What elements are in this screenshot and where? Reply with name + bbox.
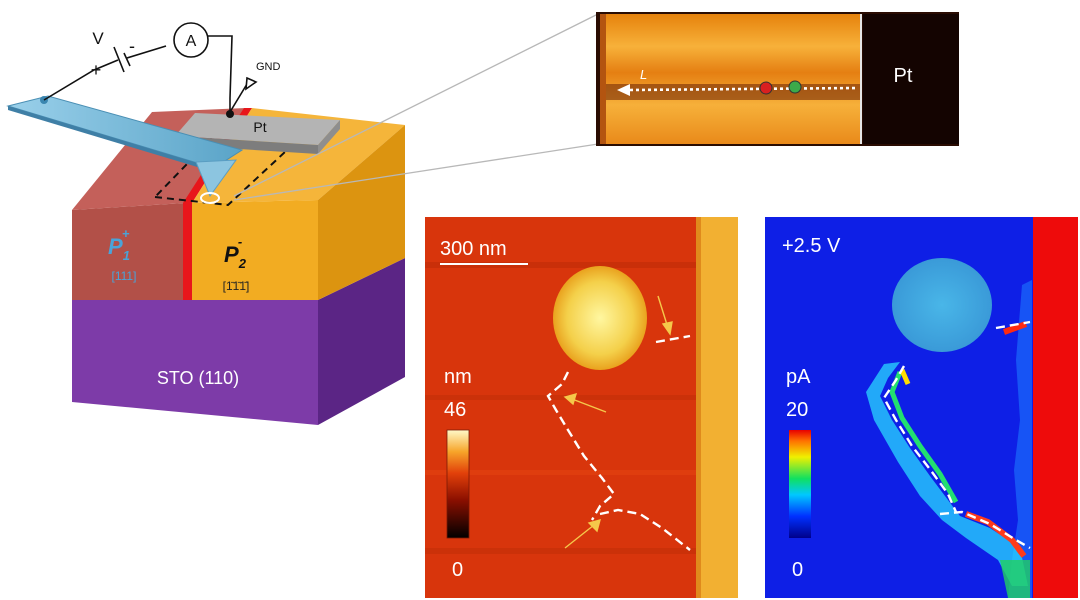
- battery-plate-long: [113, 46, 125, 73]
- circuit: [43, 22, 258, 113]
- topo-wall-trace-3: [655, 334, 691, 344]
- zoom-line-top: [233, 13, 599, 197]
- current-electrode-band: [1033, 217, 1078, 598]
- current-wall-glow: [866, 362, 1028, 586]
- topo-arrow-2: [571, 398, 607, 413]
- topo-colorbar: [446, 429, 470, 539]
- circuit-wire-left: [43, 59, 119, 101]
- topo-stripe-3: [425, 470, 700, 475]
- battery-plate-short: [123, 52, 131, 67]
- topo-wall-trace-1: [546, 371, 616, 521]
- zoom-line-bottom: [233, 143, 599, 201]
- topo-stripe-1: [425, 262, 700, 268]
- current-particle: [892, 258, 992, 352]
- ammeter-circle: [173, 22, 209, 58]
- topo-particle: [553, 266, 647, 370]
- domain-p2-label: P2-: [224, 234, 247, 271]
- topo-arrow-3: [564, 524, 595, 549]
- inset-profile-arrowhead: [617, 84, 630, 96]
- pt-electrode-top: [175, 113, 340, 145]
- substrate-label: STO (110): [157, 368, 239, 388]
- topo-arrowhead-1: [661, 321, 673, 336]
- substrate-side-face: [318, 258, 405, 425]
- battery-minus: -: [129, 36, 135, 56]
- current-wall-trace-2: [939, 510, 1031, 550]
- current-edge-glow: [1008, 280, 1032, 598]
- current-wall-hot-4: [899, 369, 911, 385]
- inset-profile-line: [629, 86, 859, 92]
- current-bottom-leak: [1000, 560, 1030, 598]
- current-max-label: 20: [786, 399, 808, 421]
- gnd-label: GND: [256, 61, 281, 73]
- domain-p1-orientation: [111]: [112, 269, 137, 283]
- current-bias-label: +2.5 V: [782, 235, 841, 257]
- topo-electrode-band: [696, 217, 738, 598]
- topo-min-label: 0: [452, 559, 463, 581]
- domain-p1-front-face: [72, 203, 185, 300]
- substrate-front-face: [72, 300, 318, 425]
- inset-electrode-region: [863, 14, 959, 144]
- current-unit-label: pA: [786, 366, 811, 388]
- topography-map: 300 nm nm 46 0: [425, 217, 738, 598]
- inset-marker-green: [788, 80, 802, 94]
- current-wall-hot-3: [1002, 321, 1028, 335]
- topo-stripe-4: [425, 548, 700, 554]
- topo-max-label: 46: [444, 399, 466, 421]
- current-wall-trace-1: [882, 365, 958, 513]
- electrode-contact-dot: [226, 110, 234, 118]
- current-colorbar: [789, 430, 811, 538]
- inset-left-edge: [600, 14, 606, 144]
- inset-bright-region: [600, 14, 860, 144]
- tip-contact-point: [200, 192, 220, 204]
- cantilever-edge: [8, 106, 214, 172]
- current-wall-trace-3: [995, 320, 1031, 330]
- domain-p2-side-face: [318, 125, 405, 300]
- voltage-label: V: [92, 29, 104, 48]
- topo-electrode-edge: [696, 217, 701, 598]
- topo-unit-label: nm: [444, 366, 472, 388]
- domain-p1-label: P1+: [108, 226, 130, 263]
- domain-p2-orientation: [1̄1̄1̄]: [223, 279, 250, 293]
- inset-axis-label: L: [640, 67, 647, 82]
- pt-electrode-label: Pt: [253, 119, 266, 135]
- device-schematic: STO (110) P1+ [111] P2- [1̄1̄1̄] Pt: [6, 22, 405, 425]
- inset-marker-red: [759, 81, 773, 95]
- topo-wall-trace-2: [599, 508, 691, 551]
- domain-wall-front: [183, 203, 192, 300]
- current-wall-hot: [889, 371, 959, 504]
- pt-electrode-front: [175, 136, 318, 154]
- circuit-wire-right: [208, 35, 233, 112]
- domain-p2-front-face: [192, 200, 318, 300]
- topo-arrows: [563, 295, 673, 549]
- gnd-arrow: [245, 76, 258, 91]
- topo-arrowhead-2: [563, 392, 578, 406]
- current-min-label: 0: [792, 559, 803, 581]
- pt-electrode-side: [318, 120, 340, 154]
- inset-dark-band: [600, 84, 860, 100]
- inset-electrode-label: Pt: [894, 65, 913, 87]
- battery-plus: +: [91, 60, 102, 80]
- current-map: +2.5 V pA 20 0: [765, 217, 1078, 598]
- gnd-wire: [229, 83, 248, 113]
- afm-tip: [195, 159, 238, 198]
- topo-scale-label: 300 nm: [440, 238, 507, 260]
- topo-stripe-2: [425, 395, 700, 400]
- ammeter-label: A: [186, 33, 197, 50]
- circuit-wire-mid: [126, 45, 167, 59]
- inset-current-map: Pt L: [596, 12, 959, 146]
- topo-arrowhead-3: [587, 519, 601, 533]
